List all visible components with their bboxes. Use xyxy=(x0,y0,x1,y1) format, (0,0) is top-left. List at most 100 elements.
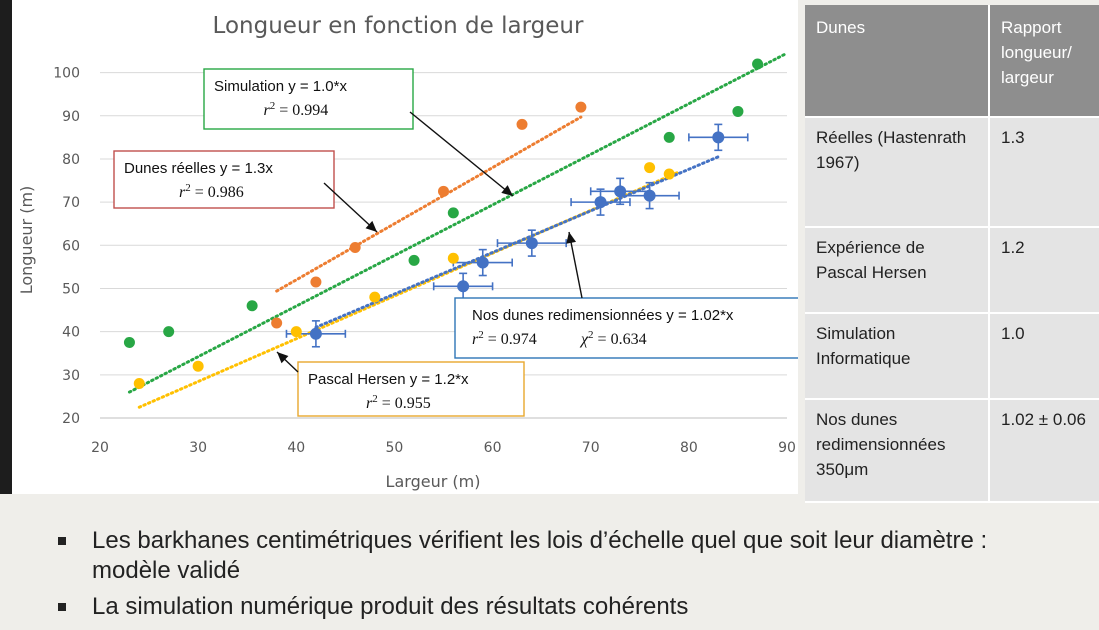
data-point xyxy=(408,254,420,266)
x-tick-label: 20 xyxy=(91,440,109,456)
table-row: Simulation Informatique 1.0 xyxy=(805,314,1099,400)
row-value: 1.3 xyxy=(990,118,1099,228)
arrowhead xyxy=(365,220,377,232)
trendline xyxy=(275,115,583,293)
annotation-box: Dunes réelles y = 1.3x r2 = 0.986 xyxy=(113,150,378,233)
annotation-label: Nos dunes redimensionnées y = 1.02*x xyxy=(472,307,734,324)
data-point xyxy=(516,118,528,130)
row-label: Expérience de Pascal Hersen xyxy=(805,228,990,314)
x-axis-title: Largeur (m) xyxy=(386,472,481,491)
data-point xyxy=(369,291,381,303)
annotation-r2: r2 = 0.994 xyxy=(264,100,329,119)
table-header-row: Dunes Rapport longueur/ largeur xyxy=(805,5,1099,118)
y-tick-label: 50 xyxy=(62,281,80,297)
row-value: 1.02 ± 0.06 xyxy=(990,400,1099,503)
annotation-label: Pascal Hersen y = 1.2*x xyxy=(308,371,469,388)
annotation-frame xyxy=(297,361,525,417)
x-tick-label: 60 xyxy=(484,440,502,456)
data-point xyxy=(663,131,675,143)
bullet-list: Les barkhanes centimétriques vérifient l… xyxy=(58,526,1038,628)
annotation-arrow xyxy=(323,182,378,233)
x-tick-label: 30 xyxy=(189,440,207,456)
y-tick-label: 60 xyxy=(62,238,80,254)
scatter-chart: Longueur en fonction de largeur 20 30 40 50… xyxy=(17,13,798,491)
table-row: Expérience de Pascal Hersen 1.2 xyxy=(805,228,1099,314)
data-point xyxy=(732,105,744,117)
bullet-text: Les barkhanes centimétriques vérifient l… xyxy=(92,527,988,584)
data-point xyxy=(310,276,322,288)
annotation-r2: r2 = 0.974 xyxy=(472,329,537,348)
x-tick-label: 70 xyxy=(582,440,600,456)
annotation-arrow xyxy=(568,231,583,299)
chart-title: Longueur en fonction de largeur xyxy=(213,13,584,39)
row-value: 1.2 xyxy=(990,228,1099,314)
data-point xyxy=(309,327,322,340)
annotation-r2: r2 = 0.986 xyxy=(179,182,244,201)
data-point xyxy=(644,162,656,174)
arrowhead xyxy=(501,185,513,196)
row-label: Nos dunes redimensionnées 350μm xyxy=(805,400,990,503)
annotation-box: Nos dunes redimensionnées y = 1.02*x r2 =… xyxy=(454,231,798,359)
header-dunes: Dunes xyxy=(805,5,990,118)
y-tick-label: 90 xyxy=(62,109,80,125)
y-tick-label: 80 xyxy=(62,152,80,168)
data-point xyxy=(663,168,675,180)
data-point xyxy=(643,189,656,202)
trendline xyxy=(127,51,789,394)
annotation-arrow xyxy=(409,111,514,197)
data-point xyxy=(752,58,764,70)
annotation-chi2: χ2 = 0.634 xyxy=(579,329,647,348)
data-point xyxy=(133,377,145,389)
data-point xyxy=(271,317,283,329)
y-tick-label: 70 xyxy=(62,195,80,211)
data-point xyxy=(163,326,175,338)
annotation-box: Pascal Hersen y = 1.2*x r2 = 0.955 xyxy=(276,351,525,417)
header-ratio: Rapport longueur/ largeur xyxy=(990,5,1099,118)
data-point xyxy=(575,101,587,113)
table-row: Réelles (Hastenrath 1967) 1.3 xyxy=(805,118,1099,228)
annotation-box: Simulation y = 1.0*x r2 = 0.994 xyxy=(203,68,514,197)
left-dark-bar xyxy=(0,0,12,494)
data-point xyxy=(457,280,470,293)
x-tick-label: 40 xyxy=(287,440,305,456)
data-point xyxy=(246,300,258,312)
data-point xyxy=(349,241,361,253)
data-point xyxy=(447,252,459,264)
data-point xyxy=(712,131,725,144)
data-point xyxy=(594,196,607,209)
chart-panel: Longueur en fonction de largeur 20 30 40 50… xyxy=(12,0,798,494)
y-tick-label: 20 xyxy=(62,411,80,427)
data-point xyxy=(438,185,449,197)
data-point xyxy=(525,237,538,250)
row-value: 1.0 xyxy=(990,314,1099,400)
bullet-text: La simulation numérique produit des résu… xyxy=(92,593,689,620)
x-tick-label: 50 xyxy=(386,440,404,456)
arrowhead xyxy=(566,232,577,244)
x-tick-label: 90 xyxy=(778,440,796,456)
y-tick-label: 30 xyxy=(62,368,80,384)
data-point xyxy=(192,360,204,372)
arrowhead xyxy=(277,352,289,364)
row-label: Réelles (Hastenrath 1967) xyxy=(805,118,990,228)
table-row: Nos dunes redimensionnées 350μm 1.02 ± 0… xyxy=(805,400,1099,503)
trendline xyxy=(314,155,720,329)
data-point xyxy=(290,326,302,338)
data-point xyxy=(614,185,627,198)
y-tick-label: 40 xyxy=(62,325,80,341)
bullet-square-icon xyxy=(58,603,66,611)
y-axis-title: Longueur (m) xyxy=(17,186,36,295)
data-point xyxy=(447,207,459,219)
data-point xyxy=(123,336,135,348)
ratio-table: Dunes Rapport longueur/ largeur Réelles … xyxy=(805,5,1099,503)
annotation-label: Simulation y = 1.0*x xyxy=(214,78,347,95)
row-label: Simulation Informatique xyxy=(805,314,990,400)
annotation-frame xyxy=(203,68,414,130)
bullet-square-icon xyxy=(58,537,66,545)
bullet-item: La simulation numérique produit des résu… xyxy=(58,592,1038,622)
data-point xyxy=(476,256,489,269)
annotation-r2: r2 = 0.955 xyxy=(366,393,431,412)
annotation-frame xyxy=(113,150,335,209)
annotation-label: Dunes réelles y = 1.3x xyxy=(124,160,273,177)
x-tick-label: 80 xyxy=(680,440,698,456)
bullet-item: Les barkhanes centimétriques vérifient l… xyxy=(58,526,1038,586)
